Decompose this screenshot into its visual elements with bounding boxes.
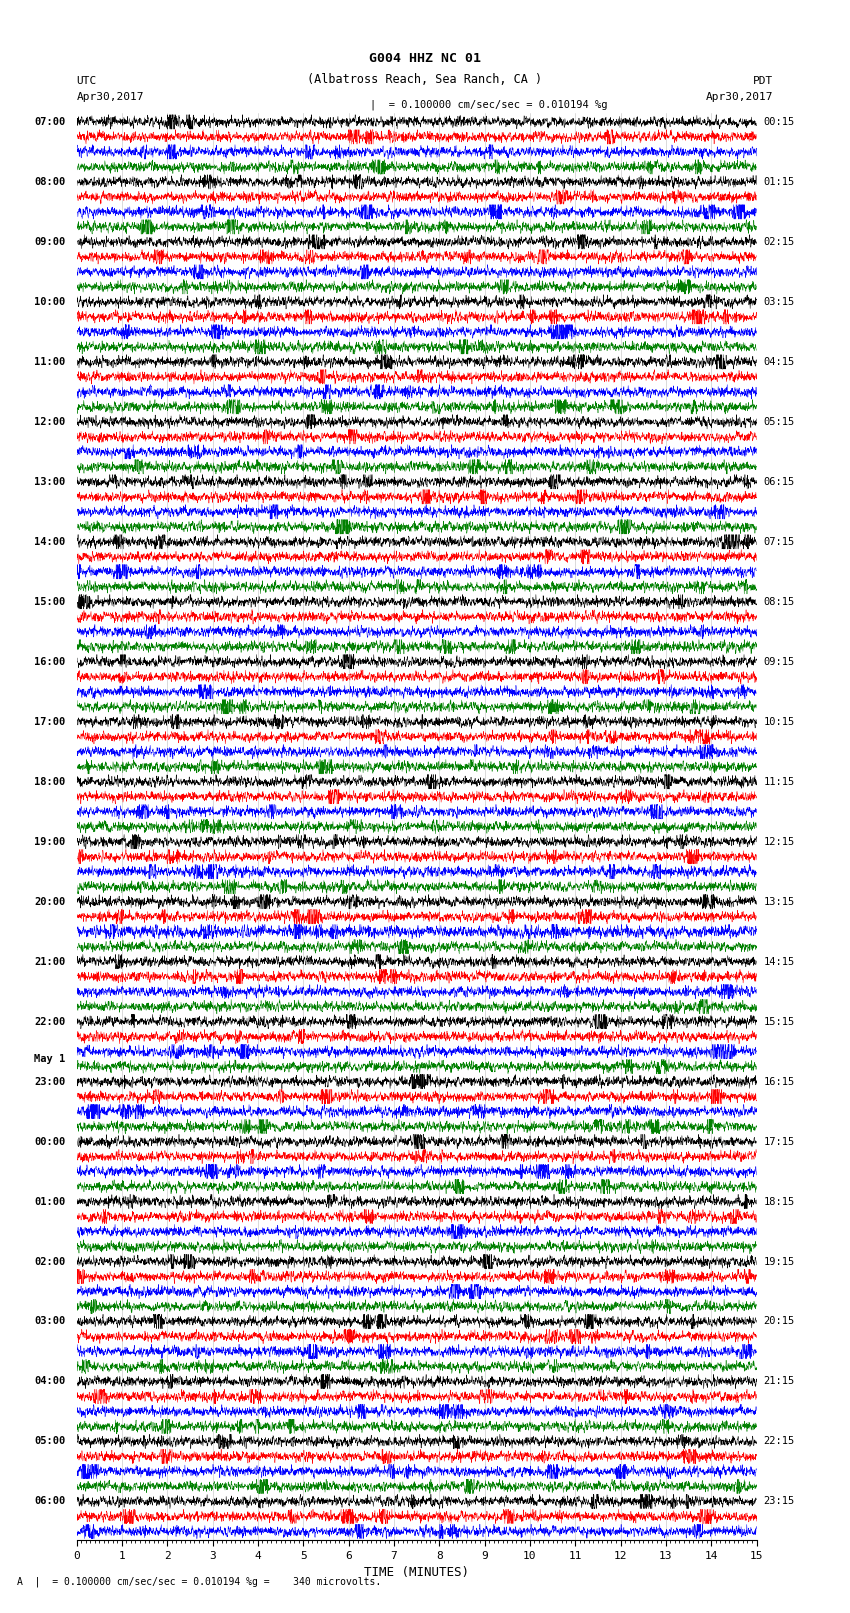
Text: 21:15: 21:15	[763, 1376, 795, 1387]
Text: 00:00: 00:00	[34, 1137, 65, 1147]
Text: 05:00: 05:00	[34, 1437, 65, 1447]
Text: 20:00: 20:00	[34, 897, 65, 907]
Text: 11:00: 11:00	[34, 356, 65, 366]
Text: 04:15: 04:15	[763, 356, 795, 366]
Text: 20:15: 20:15	[763, 1316, 795, 1326]
Text: 04:00: 04:00	[34, 1376, 65, 1387]
Text: A  |  = 0.100000 cm/sec/sec = 0.010194 %g =    340 microvolts.: A | = 0.100000 cm/sec/sec = 0.010194 %g …	[17, 1576, 382, 1587]
Text: 01:15: 01:15	[763, 177, 795, 187]
Text: 16:00: 16:00	[34, 656, 65, 666]
X-axis label: TIME (MINUTES): TIME (MINUTES)	[364, 1566, 469, 1579]
Text: 07:15: 07:15	[763, 537, 795, 547]
Text: UTC: UTC	[76, 76, 97, 85]
Text: 09:00: 09:00	[34, 237, 65, 247]
Text: 10:15: 10:15	[763, 716, 795, 727]
Text: 16:15: 16:15	[763, 1076, 795, 1087]
Text: 21:00: 21:00	[34, 957, 65, 966]
Text: 12:00: 12:00	[34, 416, 65, 427]
Text: 11:15: 11:15	[763, 777, 795, 787]
Text: 06:00: 06:00	[34, 1497, 65, 1507]
Text: |  = 0.100000 cm/sec/sec = 0.010194 %g: | = 0.100000 cm/sec/sec = 0.010194 %g	[370, 98, 607, 110]
Text: 13:00: 13:00	[34, 477, 65, 487]
Text: 19:15: 19:15	[763, 1257, 795, 1266]
Text: 15:00: 15:00	[34, 597, 65, 606]
Text: 19:00: 19:00	[34, 837, 65, 847]
Text: G004 HHZ NC 01: G004 HHZ NC 01	[369, 52, 481, 65]
Text: 03:00: 03:00	[34, 1316, 65, 1326]
Text: 05:15: 05:15	[763, 416, 795, 427]
Text: 08:00: 08:00	[34, 177, 65, 187]
Text: 23:00: 23:00	[34, 1076, 65, 1087]
Text: (Albatross Reach, Sea Ranch, CA ): (Albatross Reach, Sea Ranch, CA )	[308, 73, 542, 85]
Text: 23:15: 23:15	[763, 1497, 795, 1507]
Text: 01:00: 01:00	[34, 1197, 65, 1207]
Text: 10:00: 10:00	[34, 297, 65, 306]
Text: 18:00: 18:00	[34, 777, 65, 787]
Text: 03:15: 03:15	[763, 297, 795, 306]
Text: 14:15: 14:15	[763, 957, 795, 966]
Text: PDT: PDT	[753, 76, 774, 85]
Text: 22:00: 22:00	[34, 1016, 65, 1026]
Text: Apr30,2017: Apr30,2017	[706, 92, 774, 102]
Text: 18:15: 18:15	[763, 1197, 795, 1207]
Text: 07:00: 07:00	[34, 116, 65, 127]
Text: 12:15: 12:15	[763, 837, 795, 847]
Text: 15:15: 15:15	[763, 1016, 795, 1026]
Text: 02:00: 02:00	[34, 1257, 65, 1266]
Text: May 1: May 1	[34, 1053, 65, 1065]
Text: 22:15: 22:15	[763, 1437, 795, 1447]
Text: 02:15: 02:15	[763, 237, 795, 247]
Text: 00:15: 00:15	[763, 116, 795, 127]
Text: 14:00: 14:00	[34, 537, 65, 547]
Text: 17:15: 17:15	[763, 1137, 795, 1147]
Text: 08:15: 08:15	[763, 597, 795, 606]
Text: 09:15: 09:15	[763, 656, 795, 666]
Text: Apr30,2017: Apr30,2017	[76, 92, 144, 102]
Text: 13:15: 13:15	[763, 897, 795, 907]
Text: 06:15: 06:15	[763, 477, 795, 487]
Text: 17:00: 17:00	[34, 716, 65, 727]
